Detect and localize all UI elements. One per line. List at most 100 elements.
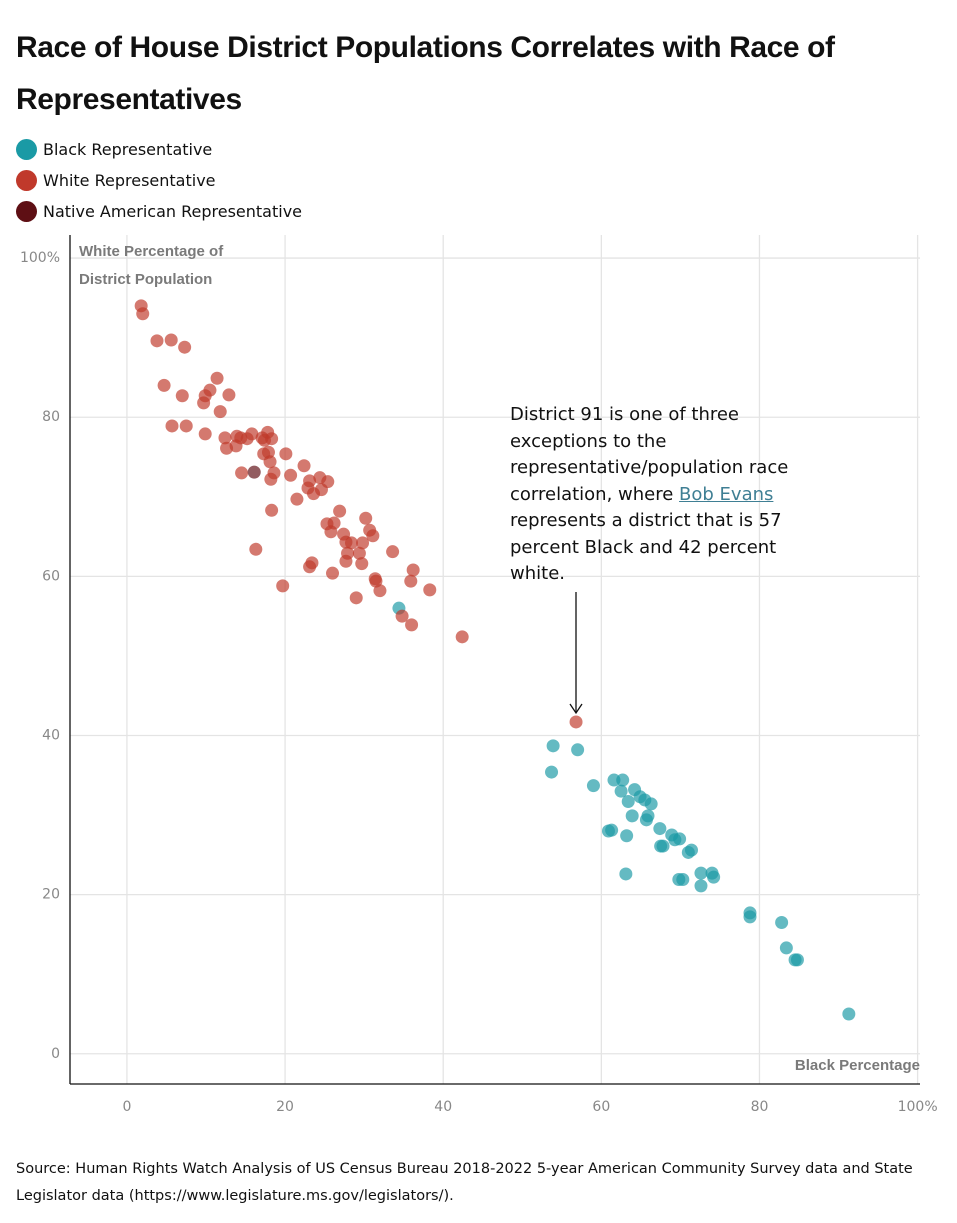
chart-title: Race of House District Populations Corre… (16, 31, 835, 116)
point (779, 941, 793, 955)
point (263, 455, 277, 469)
point (235, 466, 249, 480)
point (601, 824, 615, 838)
x-axis-label: Black Percentage (795, 1057, 920, 1074)
point (743, 910, 757, 924)
point (222, 388, 236, 402)
point (247, 465, 261, 479)
point (150, 334, 164, 348)
point (405, 618, 419, 632)
point (165, 419, 179, 433)
point (220, 441, 234, 455)
point (395, 609, 409, 623)
point (326, 566, 340, 580)
legend-item: Black Representative (16, 134, 302, 165)
point (197, 396, 211, 410)
point (842, 1007, 856, 1021)
legend-label: Native American Representative (43, 202, 303, 221)
point (775, 915, 789, 929)
point (344, 536, 358, 550)
point (198, 427, 212, 441)
point (265, 503, 279, 517)
annotation-text: represents a district that is 57 percent… (510, 510, 782, 584)
point (356, 536, 370, 550)
point (673, 832, 687, 846)
y-tick-label: 80 (42, 409, 60, 425)
point (546, 739, 560, 753)
point (213, 405, 227, 419)
point (790, 953, 804, 967)
point (307, 487, 321, 501)
point (179, 419, 193, 433)
point (210, 371, 224, 385)
point (423, 583, 437, 597)
point (218, 431, 232, 445)
point (681, 845, 695, 859)
point (178, 340, 192, 354)
y-tick-label: 100% (20, 250, 60, 266)
point (616, 773, 630, 787)
point (136, 307, 150, 321)
point (352, 546, 366, 560)
point (639, 813, 653, 827)
point (569, 715, 583, 729)
legend-label: Black Representative (43, 140, 213, 159)
point (333, 504, 347, 518)
point (455, 630, 469, 644)
point (164, 333, 178, 347)
y-tick-label: 0 (51, 1046, 60, 1062)
point (625, 809, 639, 823)
point (586, 779, 600, 793)
legend-swatch (16, 139, 37, 160)
point (245, 427, 259, 441)
point (265, 432, 279, 446)
point (406, 563, 420, 577)
annotation-arrowhead (569, 703, 583, 715)
point (373, 584, 387, 598)
point (261, 445, 275, 459)
point (355, 557, 369, 571)
point (279, 447, 293, 461)
point (290, 492, 304, 506)
point (614, 784, 628, 798)
point (545, 765, 559, 779)
point (694, 866, 708, 880)
legend-item: Native American Representative (16, 196, 302, 227)
x-tick-label: 20 (276, 1099, 294, 1115)
point (349, 591, 363, 605)
point (619, 867, 633, 881)
point (297, 459, 311, 473)
point (404, 574, 418, 588)
legend-label: White Representative (43, 171, 216, 190)
x-tick-label: 60 (592, 1099, 610, 1115)
x-tick-label: 100% (898, 1099, 938, 1115)
point (644, 797, 658, 811)
annotation-text: District 91 is one of three exceptions t… (510, 404, 789, 505)
legend-item: White Representative (16, 165, 302, 196)
y-tick-label: 20 (42, 887, 60, 903)
y-axis-label: White Percentage of District Population (79, 243, 224, 288)
legend: Black Representative White Representative… (16, 134, 302, 227)
legend-swatch (16, 170, 37, 191)
point (264, 472, 278, 486)
legend-swatch (16, 201, 37, 222)
x-tick-label: 40 (434, 1099, 452, 1115)
point (249, 542, 263, 556)
point (324, 525, 338, 539)
point (359, 511, 373, 525)
x-tick-label: 80 (751, 1099, 769, 1115)
annotation: District 91 is one of three exceptions t… (510, 402, 810, 588)
point (303, 560, 317, 574)
link[interactable]: Bob Evans (679, 483, 774, 505)
point (175, 389, 189, 403)
point (571, 743, 585, 757)
x-tick-label: 0 (122, 1099, 131, 1115)
source-note: Source: Human Rights Watch Analysis of U… (16, 1161, 913, 1204)
point (339, 554, 353, 568)
point (621, 795, 635, 809)
y-tick-label: 40 (42, 727, 60, 743)
point (656, 839, 670, 853)
point (284, 468, 298, 482)
